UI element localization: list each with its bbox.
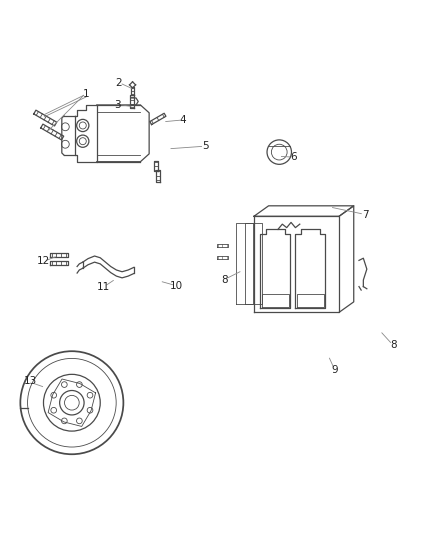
Text: 3: 3	[114, 100, 121, 110]
Text: 9: 9	[332, 366, 338, 375]
Text: 4: 4	[180, 115, 187, 125]
Text: 8: 8	[221, 274, 228, 285]
Text: 11: 11	[97, 282, 110, 293]
Text: 12: 12	[37, 256, 50, 266]
Text: 8: 8	[390, 340, 397, 350]
Text: 2: 2	[115, 78, 122, 88]
Text: 13: 13	[24, 376, 37, 386]
Text: 10: 10	[170, 281, 183, 291]
Text: 1: 1	[82, 89, 89, 99]
Text: 7: 7	[362, 210, 369, 220]
Text: 6: 6	[290, 152, 297, 163]
Text: 5: 5	[202, 141, 208, 151]
